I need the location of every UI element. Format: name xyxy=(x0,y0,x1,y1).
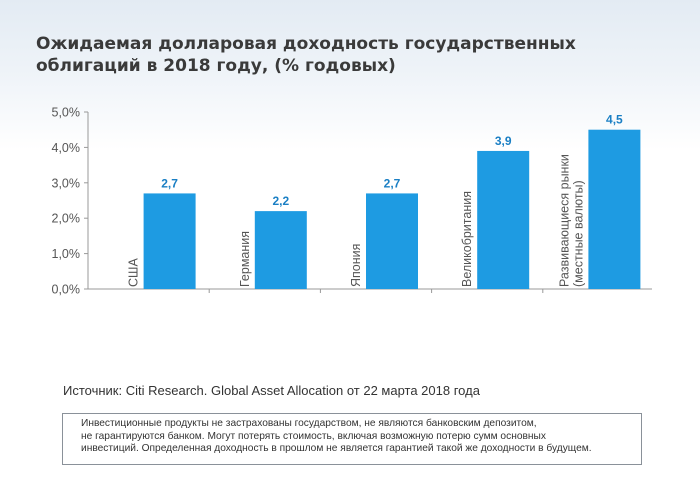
bar xyxy=(143,193,196,289)
y-tick-label: 3,0% xyxy=(52,176,81,190)
source-note: Источник: Citi Research. Global Asset Al… xyxy=(63,383,480,398)
y-tick-label: 0,0% xyxy=(52,283,81,297)
y-tick-label: 2,0% xyxy=(52,212,81,226)
bar xyxy=(477,150,530,289)
data-label: 2,7 xyxy=(161,176,178,190)
bar-chart: 0,0% 1,0% 2,0% 3,0% 4,0% 5,0% 2,7 США 2,2 Германи… xyxy=(52,106,652,297)
bar xyxy=(588,129,641,289)
category-label: Германия xyxy=(238,231,252,287)
chart-title: Ожидаемая долларовая доходность государс… xyxy=(36,34,576,76)
data-label: 2,2 xyxy=(272,194,289,208)
data-label: 4,5 xyxy=(606,113,623,127)
y-tick-label: 1,0% xyxy=(52,247,81,261)
category-label: Великобритания xyxy=(460,191,474,287)
disclaimer-box: Инвестиционные продукты не застрахованы … xyxy=(62,413,642,465)
data-label: 2,7 xyxy=(384,176,401,190)
category-label: Япония xyxy=(349,244,363,287)
data-label: 3,9 xyxy=(495,134,512,148)
y-tick-label: 4,0% xyxy=(52,141,81,155)
category-label: (местные валюты) xyxy=(571,180,585,287)
category-label: США xyxy=(127,258,141,287)
category-label: Развивающиеся рынки xyxy=(557,154,571,287)
bar xyxy=(254,211,307,289)
bar xyxy=(366,193,418,289)
y-tick-label: 5,0% xyxy=(52,106,81,120)
